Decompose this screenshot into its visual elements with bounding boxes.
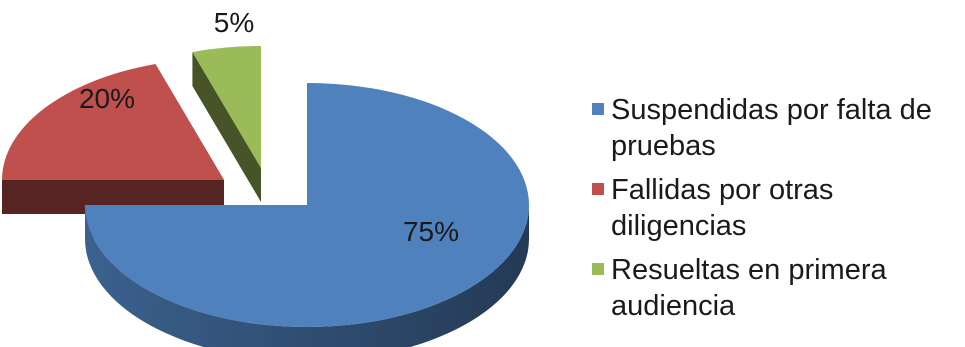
data-label: 20% — [79, 83, 135, 114]
legend-label: Fallidas por otras diligencias — [611, 174, 834, 242]
legend-item: Resueltas en primera audiencia — [592, 252, 962, 324]
legend-label: Resueltas en primera audiencia — [611, 254, 887, 322]
pie-chart: 75% 20% 5% — [2, 7, 529, 347]
legend-swatch — [592, 183, 604, 195]
legend-item: Suspendidas por falta de pruebas — [592, 92, 962, 164]
pie-slice-top — [192, 46, 261, 168]
data-label: 5% — [214, 7, 254, 38]
pie-slice-top — [85, 83, 529, 327]
pie-slice-cut-face — [192, 51, 261, 203]
pie-chart-canvas: 75% 20% 5% — [2, 7, 529, 347]
legend-swatch — [592, 103, 604, 115]
data-label: 75% — [403, 216, 459, 247]
pie-labels: 75% 20% 5% — [79, 7, 459, 247]
legend: Suspendidas por falta de pruebas Fallida… — [592, 92, 962, 332]
pie-slice-top — [2, 63, 224, 181]
pie-slice-side — [85, 205, 529, 347]
pie-tops — [2, 46, 529, 327]
legend-label: Suspendidas por falta de pruebas — [611, 94, 932, 162]
legend-item: Fallidas por otras diligencias — [592, 172, 962, 244]
legend-swatch — [592, 263, 604, 275]
